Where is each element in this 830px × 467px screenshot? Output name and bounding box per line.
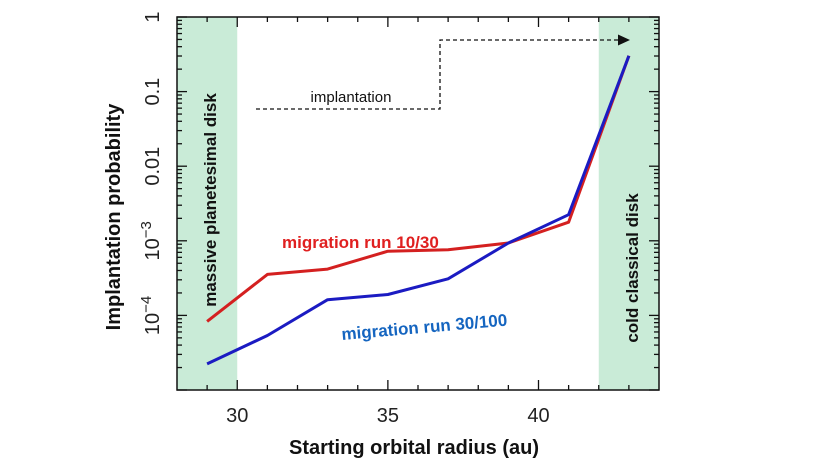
massive-planetesimal-disk-label: massive planetesimal disk bbox=[201, 93, 220, 307]
x-tick-label: 30 bbox=[226, 405, 248, 427]
x-tick-label: 40 bbox=[527, 405, 549, 427]
implantation-arrow bbox=[256, 39, 620, 110]
y-axis: 1 0.1 0.01 10−3 10−4 bbox=[138, 11, 659, 391]
series-line-migration-run-30-100 bbox=[206, 55, 631, 366]
y-axis-title: Implantation probability bbox=[103, 103, 125, 331]
implantation-label: implantation bbox=[311, 89, 392, 106]
x-axis: 30 35 40 bbox=[206, 17, 630, 427]
implantation-arrowhead bbox=[618, 34, 630, 46]
series-line-migration-run-10-30 bbox=[206, 55, 631, 323]
series-label-migration-run-10-30: migration run 10/30 bbox=[282, 233, 439, 252]
cold-classical-disk-band bbox=[598, 17, 659, 390]
x-tick-label: 35 bbox=[377, 405, 399, 427]
massive-planetesimal-disk-band bbox=[177, 17, 238, 390]
y-tick-label: 10−4 bbox=[138, 296, 164, 335]
y-tick-label: 10−3 bbox=[138, 221, 164, 260]
y-tick-label: 0.01 bbox=[142, 147, 164, 186]
y-tick-label: 1 bbox=[142, 11, 164, 22]
x-axis-title: Starting orbital radius (au) bbox=[289, 437, 539, 459]
series-label-migration-run-30-100: migration run 30/100 bbox=[341, 311, 508, 344]
cold-classical-disk-label: cold classical disk bbox=[623, 193, 642, 343]
y-tick-label: 0.1 bbox=[142, 78, 164, 106]
